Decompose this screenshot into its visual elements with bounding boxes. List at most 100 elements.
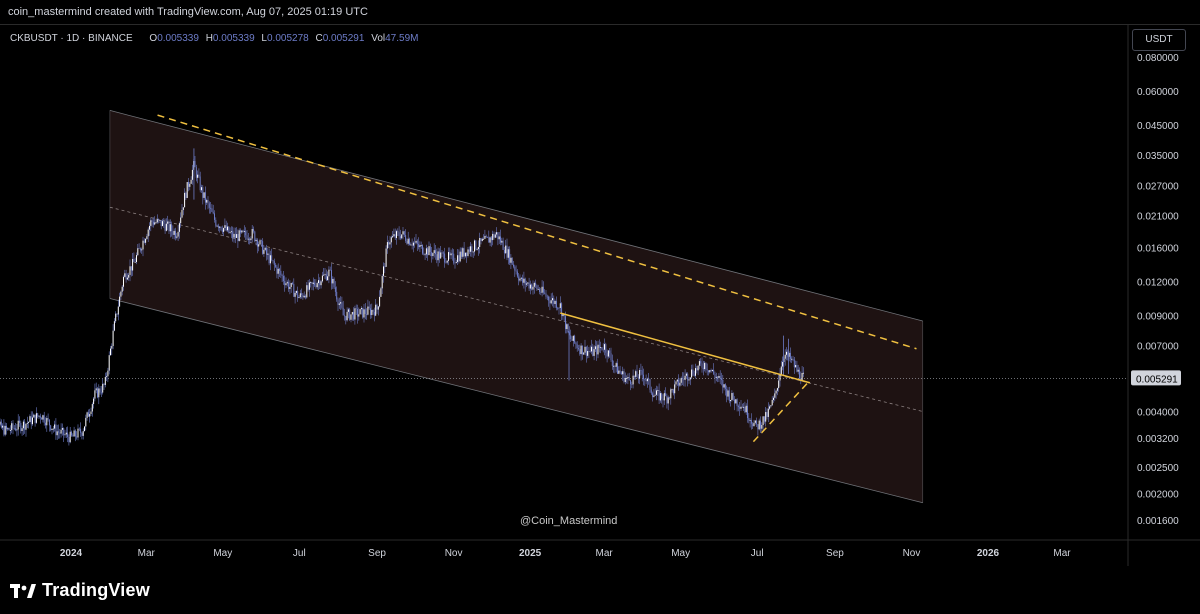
- candle-body: [160, 220, 162, 227]
- candle-body: [86, 412, 88, 418]
- candle-body: [445, 262, 447, 264]
- candle-body: [676, 379, 678, 382]
- candle-body: [670, 389, 672, 399]
- candle-body: [46, 418, 48, 426]
- candle-body: [382, 266, 384, 276]
- candle-body: [563, 314, 565, 317]
- candle-body: [649, 379, 651, 390]
- candle-body: [267, 253, 269, 255]
- candle-body: [434, 250, 436, 255]
- candle-body: [369, 308, 371, 316]
- candle-body: [83, 426, 85, 432]
- candle-body: [351, 312, 353, 315]
- candle-body: [415, 240, 417, 243]
- candle-body: [516, 271, 518, 277]
- candle-body: [467, 249, 469, 256]
- candle-body: [523, 278, 525, 283]
- candle-body: [740, 406, 742, 409]
- candle-body: [314, 282, 316, 286]
- candle-body: [13, 428, 15, 429]
- candle-body: [169, 224, 171, 232]
- tradingview-logo[interactable]: TradingView: [10, 580, 150, 601]
- candle-body: [528, 282, 530, 289]
- candle-body: [759, 420, 761, 429]
- candle-body: [381, 275, 383, 289]
- candle-body: [12, 423, 14, 429]
- candle-body: [67, 432, 69, 437]
- candle-body: [583, 352, 585, 355]
- candle-body: [359, 309, 361, 315]
- candle-body: [39, 415, 41, 419]
- candle-body: [258, 244, 260, 247]
- symbol-label[interactable]: CKBUSDT · 1D · BINANCE: [10, 33, 133, 44]
- candle-body: [54, 424, 56, 429]
- channel-fill: [109, 110, 923, 503]
- candle-body: [473, 240, 475, 252]
- candle-body: [652, 393, 654, 397]
- candle-body: [211, 208, 213, 212]
- candle-body: [588, 351, 590, 352]
- candle-body: [229, 231, 231, 233]
- candle-body: [666, 395, 668, 404]
- candle-body: [433, 250, 435, 254]
- candle-body: [544, 292, 546, 294]
- candle-body: [654, 394, 656, 396]
- candle-body: [531, 284, 533, 290]
- candle-body: [146, 236, 148, 240]
- candle-body: [59, 432, 61, 434]
- x-tick-label: Nov: [445, 548, 463, 559]
- candle-body: [259, 240, 261, 245]
- candle-body: [295, 291, 297, 293]
- candle-body: [501, 240, 503, 243]
- high-value: 0.005339: [212, 33, 255, 44]
- candle-body: [375, 304, 377, 316]
- candle-body: [102, 383, 104, 393]
- candle-body: [241, 230, 243, 233]
- candle-body: [48, 419, 50, 426]
- candle-body: [466, 252, 468, 256]
- candle-body: [450, 253, 452, 256]
- candle-body: [632, 375, 634, 385]
- candle-body: [425, 248, 427, 255]
- candle-body: [587, 351, 589, 356]
- candle-body: [174, 230, 176, 238]
- candle-body: [220, 226, 222, 230]
- candle-body: [697, 365, 699, 371]
- candle-body: [574, 335, 576, 343]
- candle-body: [485, 235, 487, 237]
- candle-body: [502, 240, 504, 250]
- credit-text: coin_mastermind created with TradingView…: [8, 6, 368, 18]
- candle-body: [748, 418, 750, 421]
- candle-body: [185, 192, 187, 198]
- price-chart[interactable]: @Coin_Mastermind 0.080000 0.060000 0.045000…: [0, 25, 1200, 567]
- candle-body: [91, 404, 93, 412]
- candle-body: [585, 346, 587, 356]
- candle-body: [581, 345, 583, 355]
- x-tick-label: Sep: [368, 548, 386, 559]
- candle-body: [713, 369, 715, 374]
- candle-body: [514, 266, 516, 271]
- candle-body: [147, 229, 149, 237]
- candle-body: [615, 363, 617, 367]
- candle-body: [635, 371, 637, 377]
- candle-body: [483, 238, 485, 240]
- candle-body: [572, 335, 574, 341]
- candle-body: [232, 231, 234, 238]
- candle-body: [38, 415, 40, 417]
- candle-body: [320, 281, 322, 286]
- candle-body: [779, 374, 781, 381]
- candle-body: [661, 393, 663, 399]
- chart-area[interactable]: @Coin_Mastermind 0.080000 0.060000 0.045000…: [0, 24, 1200, 567]
- candle-body: [444, 253, 446, 263]
- candle-body: [733, 399, 735, 404]
- candle-body: [129, 266, 131, 275]
- candle-body: [345, 315, 347, 321]
- open-label: O: [149, 33, 158, 44]
- candle-body: [121, 286, 123, 292]
- candle-body: [330, 270, 332, 284]
- candle-body: [550, 300, 552, 304]
- candle-body: [490, 237, 492, 241]
- candle-body: [605, 344, 607, 353]
- candle-body: [182, 207, 184, 210]
- currency-button[interactable]: USDT: [1132, 29, 1186, 51]
